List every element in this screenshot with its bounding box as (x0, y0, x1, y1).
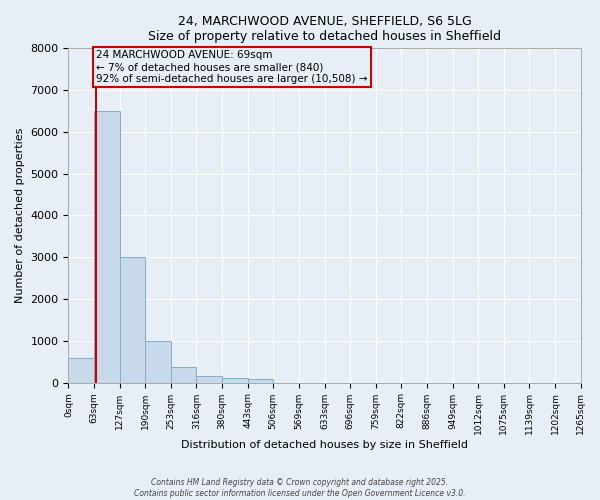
Bar (145, 341, 171, 382)
Y-axis label: Number of detached properties: Number of detached properties (15, 128, 25, 303)
Bar (222, 378, 248, 382)
Bar (171, 366, 196, 382)
Text: Contains HM Land Registry data © Crown copyright and database right 2025.
Contai: Contains HM Land Registry data © Crown c… (134, 478, 466, 498)
X-axis label: Distribution of detached houses by size in Sheffield: Distribution of detached houses by size … (181, 440, 468, 450)
Bar (94, 111, 120, 382)
Text: 24 MARCHWOOD AVENUE: 69sqm
← 7% of detached houses are smaller (840)
92% of semi: 24 MARCHWOOD AVENUE: 69sqm ← 7% of detac… (96, 50, 367, 84)
Bar (248, 379, 273, 382)
Bar (68, 358, 94, 382)
Bar (120, 257, 145, 382)
Title: 24, MARCHWOOD AVENUE, SHEFFIELD, S6 5LG
Size of property relative to detached ho: 24, MARCHWOOD AVENUE, SHEFFIELD, S6 5LG … (148, 15, 501, 43)
Bar (196, 376, 222, 382)
